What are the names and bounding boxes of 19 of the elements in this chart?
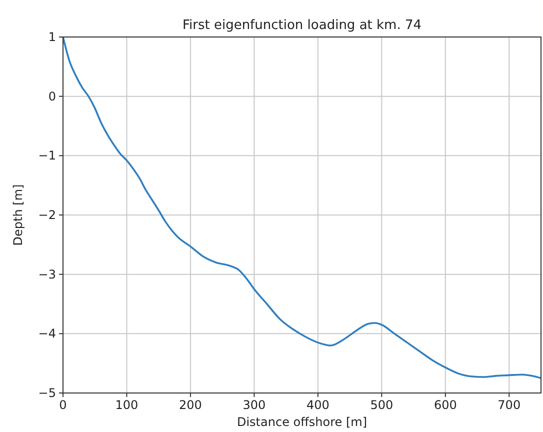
x-tick-label: 600 xyxy=(434,398,457,412)
y-tick-label: 1 xyxy=(48,30,56,44)
y-axis-title: Depth [m] xyxy=(11,184,25,246)
x-axis-title: Distance offshore [m] xyxy=(236,415,368,429)
line-series xyxy=(62,36,542,380)
y-tick-label: −4 xyxy=(38,326,56,341)
y-tick-label: −5 xyxy=(38,386,56,400)
y-tick-label: −3 xyxy=(38,267,56,282)
y-tick-label: −1 xyxy=(38,148,56,163)
y-tick-label: 0 xyxy=(48,89,56,104)
x-tick-label: 500 xyxy=(370,398,394,412)
x-tick-label: 400 xyxy=(306,398,330,412)
chart-title: First eigenfunction loading at km. 74 xyxy=(182,18,422,33)
x-tick-label: 200 xyxy=(179,398,202,412)
y-tick-label: −2 xyxy=(38,208,56,222)
x-tick-label: 100 xyxy=(115,398,138,412)
x-tick-label: 700 xyxy=(498,398,521,412)
x-tick-label: 300 xyxy=(242,398,266,412)
x-tick-label: 0 xyxy=(59,398,67,412)
